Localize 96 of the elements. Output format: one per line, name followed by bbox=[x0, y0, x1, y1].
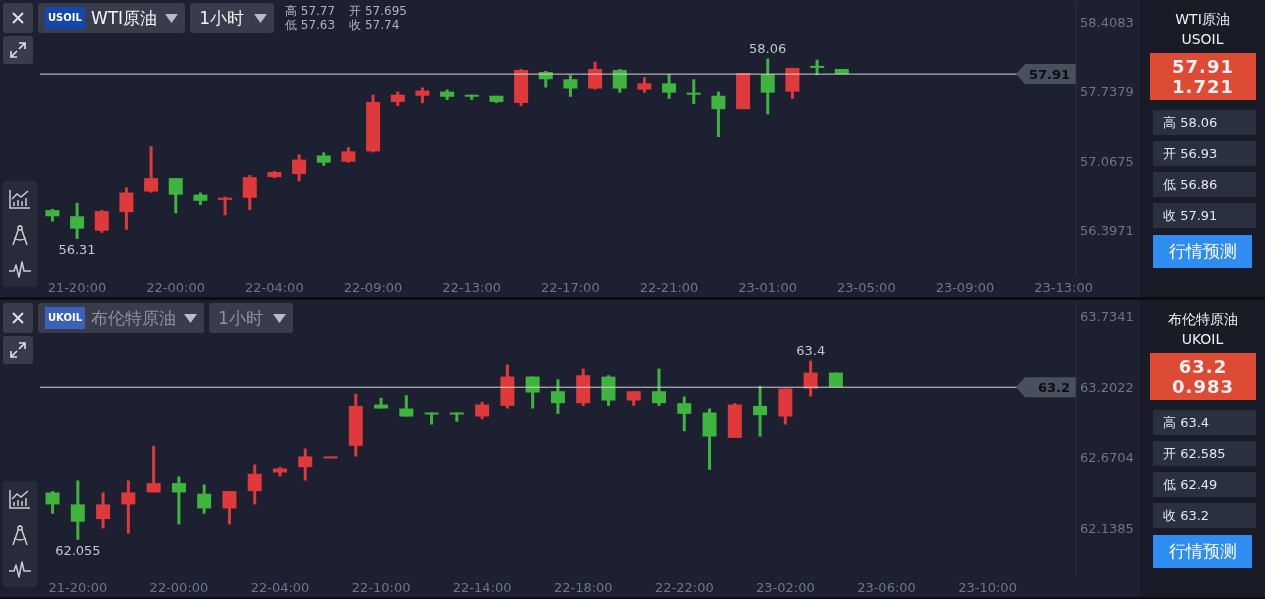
y-tick-label: 57.7379 bbox=[1080, 84, 1134, 100]
annotation: 低 57.63 bbox=[284, 18, 336, 32]
text: 开 62.585 bbox=[1153, 441, 1256, 466]
x-tick-label: 23-10:00 bbox=[958, 580, 1017, 596]
candlestick bbox=[171, 476, 186, 525]
x-tick-label: 23-09:00 bbox=[935, 280, 995, 296]
text: 低 56.86 bbox=[1153, 172, 1256, 197]
text: 高 63.4 bbox=[1153, 410, 1256, 435]
text: 57.91 bbox=[1172, 55, 1234, 77]
x-tick-label: 23-01:00 bbox=[738, 280, 798, 296]
text: 行情预测 bbox=[1153, 535, 1252, 568]
candlestick bbox=[298, 448, 313, 481]
text: 开 56.93 bbox=[1153, 141, 1256, 166]
y-tick-label: 58.4083 bbox=[1080, 15, 1134, 31]
candlestick bbox=[197, 484, 212, 514]
candlestick bbox=[70, 480, 85, 540]
candlestick bbox=[70, 201, 85, 239]
candlestick bbox=[121, 480, 136, 534]
candlestick bbox=[550, 379, 565, 414]
text: 行情预测 bbox=[1153, 235, 1252, 268]
annotation: 58.06 bbox=[749, 40, 787, 56]
annotation: 62.055 bbox=[55, 542, 101, 558]
x-tick-label: 22-22:00 bbox=[654, 580, 714, 596]
candlestick bbox=[292, 154, 307, 182]
candlestick bbox=[247, 464, 262, 505]
text: 布伦特原油 bbox=[1166, 310, 1239, 329]
chart-subtitle: 1小时 bbox=[217, 307, 264, 329]
candlestick bbox=[218, 196, 233, 216]
x-tick-label: 22-21:00 bbox=[639, 280, 699, 296]
x-tick-label: 22-04:00 bbox=[250, 580, 310, 596]
candlestick bbox=[588, 61, 603, 90]
text: 收 57.91 bbox=[1153, 203, 1256, 228]
x-tick-label: 23-05:00 bbox=[836, 280, 896, 296]
text: WTI原油 bbox=[1174, 10, 1231, 29]
y-tick-label: 57.0675 bbox=[1080, 153, 1134, 169]
candlestick bbox=[168, 178, 183, 215]
ref-line-label: 63.2 bbox=[1037, 379, 1070, 395]
x-tick-label: 22-00:00 bbox=[149, 580, 209, 596]
x-tick-label: 23-02:00 bbox=[756, 580, 815, 596]
x-tick-label: 23-06:00 bbox=[857, 580, 916, 596]
ref-line-label: 57.91 bbox=[1028, 66, 1070, 82]
annotation: 高 57.77 bbox=[284, 4, 336, 18]
x-tick-label: 22-14:00 bbox=[452, 580, 512, 596]
candlestick bbox=[45, 491, 60, 514]
text: 收 63.2 bbox=[1153, 503, 1256, 528]
y-tick-label: 62.1385 bbox=[1080, 521, 1134, 537]
y-tick-label: 63.7341 bbox=[1080, 308, 1134, 324]
annotation: 开 57.695 bbox=[349, 4, 407, 18]
candlestick bbox=[702, 408, 717, 470]
candlestick bbox=[144, 146, 159, 193]
text: 高 58.06 bbox=[1153, 110, 1256, 135]
x-tick-label: 23-13:00 bbox=[1034, 280, 1094, 296]
y-tick-label: 62.6704 bbox=[1080, 450, 1134, 466]
candlestick bbox=[711, 91, 726, 137]
x-tick-label: 22-09:00 bbox=[343, 280, 403, 296]
x-tick-label: 22-00:00 bbox=[146, 280, 206, 296]
candlestick bbox=[753, 384, 768, 437]
x-tick-label: 22-17:00 bbox=[540, 280, 600, 296]
candlestick bbox=[242, 175, 257, 212]
annotation: UKOIL bbox=[45, 307, 86, 329]
candlestick bbox=[94, 210, 109, 233]
candlestick bbox=[146, 444, 161, 493]
x-tick-label: 21-20:00 bbox=[48, 580, 108, 596]
candlestick bbox=[525, 376, 540, 409]
text: 低 62.49 bbox=[1153, 472, 1256, 497]
annotation: 63.4 bbox=[796, 342, 826, 358]
candlestick bbox=[563, 75, 578, 97]
text: 0.983 bbox=[1172, 375, 1234, 397]
x-tick-label: 22-18:00 bbox=[553, 580, 613, 596]
x-tick-label: 22-04:00 bbox=[244, 280, 304, 296]
y-tick-label: 56.3971 bbox=[1080, 222, 1134, 238]
chart-title: 布伦特原油 bbox=[91, 307, 177, 329]
candlestick bbox=[119, 187, 134, 230]
candlestick bbox=[96, 492, 111, 529]
x-tick-label: 22-13:00 bbox=[442, 280, 502, 296]
candlestick bbox=[686, 79, 701, 104]
annotation: USOIL bbox=[45, 7, 85, 29]
candlestick bbox=[652, 368, 666, 406]
candlestick bbox=[677, 396, 692, 433]
candlestick bbox=[222, 491, 237, 525]
annotation: 56.31 bbox=[58, 241, 96, 257]
candlestick bbox=[601, 375, 616, 406]
candlestick bbox=[662, 74, 677, 99]
text: 63.2 bbox=[1178, 355, 1228, 377]
candlestick bbox=[399, 395, 414, 417]
candlestick bbox=[803, 360, 818, 397]
chart-title: WTI原油 bbox=[90, 7, 158, 29]
annotation: 收 57.74 bbox=[349, 18, 401, 32]
x-tick-label: 21-20:00 bbox=[47, 280, 107, 296]
chart-subtitle: 1小时 bbox=[198, 7, 245, 29]
candlestick bbox=[760, 58, 775, 115]
text: 1.721 bbox=[1172, 75, 1234, 97]
text: USOIL bbox=[1180, 30, 1225, 49]
x-tick-label: 22-10:00 bbox=[351, 580, 411, 596]
text: UKOIL bbox=[1180, 330, 1225, 349]
y-tick-label: 63.2022 bbox=[1080, 379, 1134, 395]
